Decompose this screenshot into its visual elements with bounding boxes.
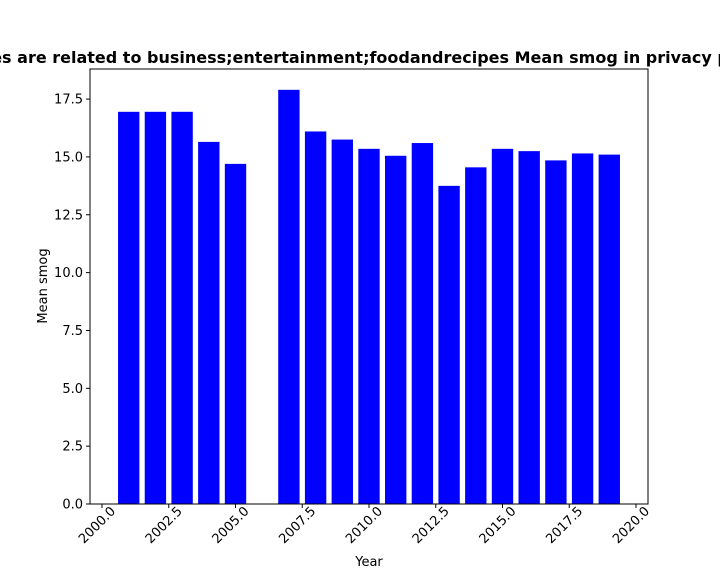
bar-2019 <box>598 154 620 505</box>
y-tick-label: 12.5 <box>54 208 83 223</box>
x-ticks: 2000.0 2002.5 2005.0 2007.5 2010.0 2012.5 2015… <box>76 504 653 547</box>
y-tick-label: 7.5 <box>62 324 83 339</box>
bar-2018 <box>571 153 594 504</box>
bars-group <box>118 89 620 505</box>
plot-frame <box>89 68 649 505</box>
x-tick-label: 2005.0 <box>210 504 253 547</box>
x-tick-label: 2012.5 <box>410 504 453 547</box>
chart-title: es are related to business;entertainment… <box>0 48 720 67</box>
bar-2010 <box>358 148 380 504</box>
x-tick-label: 2020.0 <box>610 504 653 547</box>
bar-2001 <box>118 111 140 504</box>
y-ticks: 0.0 2.5 5.0 7.5 10.0 12.5 15.0 17.5 <box>54 93 90 513</box>
x-tick-label: 2017.5 <box>543 504 586 547</box>
y-axis-label: Mean smog <box>36 248 51 323</box>
y-tick-label: 15.0 <box>54 150 83 165</box>
x-tick-label: 2015.0 <box>477 504 520 547</box>
bar-2003 <box>171 111 193 504</box>
x-tick-label: 2002.5 <box>143 504 186 547</box>
bar-2012 <box>411 143 434 505</box>
bar-2002 <box>144 111 167 504</box>
y-tick-label: 10.0 <box>54 266 83 281</box>
y-tick-label: 0.0 <box>62 498 83 513</box>
y-tick-label: 17.5 <box>54 93 83 108</box>
bar-2007 <box>278 89 300 504</box>
bar-2017 <box>545 160 567 504</box>
bar-2014 <box>465 167 487 504</box>
x-axis-label: Year <box>354 555 383 570</box>
bar-2004 <box>198 141 220 504</box>
bar-2011 <box>385 155 407 504</box>
y-tick-label: 5.0 <box>62 382 83 397</box>
bar-2013 <box>438 185 460 504</box>
y-tick-label: 2.5 <box>62 440 83 455</box>
bar-2016 <box>518 151 540 504</box>
bar-2009 <box>331 139 353 504</box>
x-tick-label: 2007.5 <box>276 504 319 547</box>
bar-2015 <box>491 148 514 504</box>
x-tick-label: 2010.0 <box>343 504 386 547</box>
bar-2005 <box>224 163 247 504</box>
bar-2008 <box>304 131 327 504</box>
